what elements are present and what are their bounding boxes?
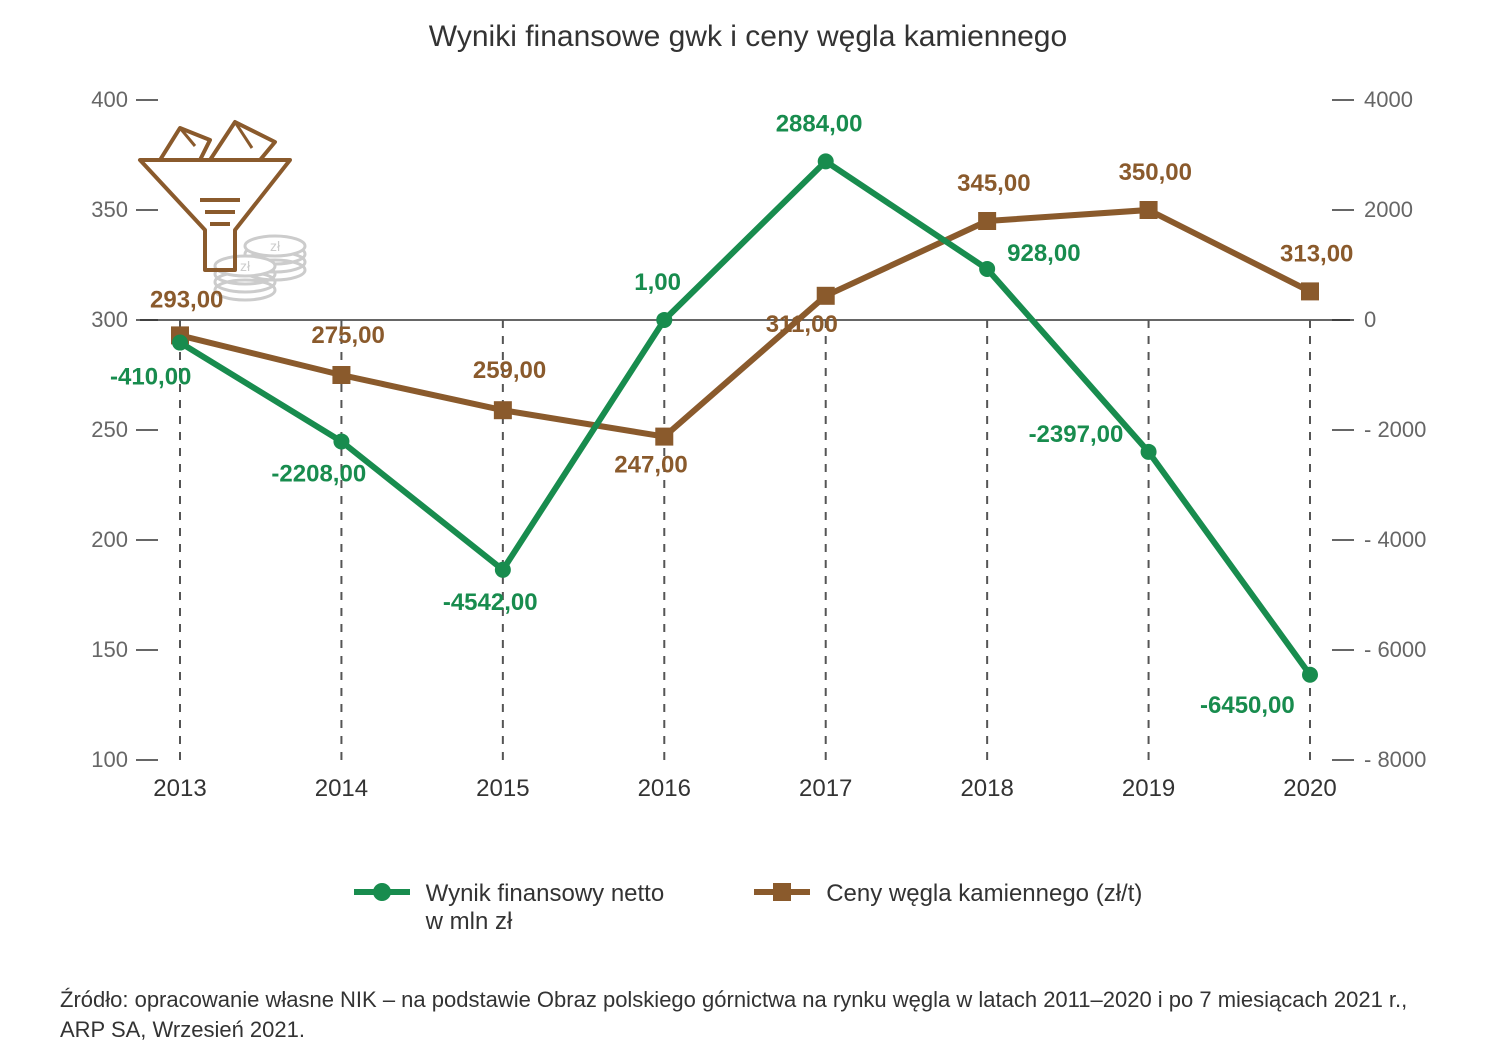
svg-text:zł: zł xyxy=(270,238,281,254)
value-label-wynik: 928,00 xyxy=(1007,240,1080,267)
value-label-ceny: 259,00 xyxy=(473,357,546,384)
legend-swatch-wynik xyxy=(354,880,410,904)
legend-label-ceny: Ceny węgla kamiennego (zł/t) xyxy=(826,880,1142,908)
svg-text:4000: 4000 xyxy=(1364,87,1413,112)
marker-ceny xyxy=(1301,282,1319,300)
legend-item-wynik: Wynik finansowy nettow mln zł xyxy=(354,880,665,936)
svg-text:250: 250 xyxy=(91,417,128,442)
marker-wynik xyxy=(495,562,511,578)
series-line-wynik xyxy=(180,161,1310,674)
marker-ceny xyxy=(978,212,996,230)
svg-text:2000: 2000 xyxy=(1364,197,1413,222)
marker-wynik xyxy=(333,433,349,449)
svg-text:200: 200 xyxy=(91,527,128,552)
value-label-ceny: 345,00 xyxy=(957,170,1030,197)
value-label-wynik: -6450,00 xyxy=(1200,692,1295,719)
svg-text:2018: 2018 xyxy=(960,775,1013,802)
marker-ceny xyxy=(1140,201,1158,219)
svg-text:2020: 2020 xyxy=(1283,775,1336,802)
marker-wynik xyxy=(1302,667,1318,683)
svg-text:150: 150 xyxy=(91,637,128,662)
marker-ceny xyxy=(494,401,512,419)
value-label-ceny: 311,00 xyxy=(766,311,838,338)
value-label-wynik: 2884,00 xyxy=(776,110,863,137)
marker-wynik xyxy=(656,312,672,328)
legend: Wynik finansowy nettow mln zł Ceny węgla … xyxy=(0,880,1496,936)
svg-text:- 4000: - 4000 xyxy=(1364,527,1426,552)
marker-ceny xyxy=(655,428,673,446)
svg-text:2014: 2014 xyxy=(315,775,368,802)
value-label-wynik: -2208,00 xyxy=(271,460,366,487)
marker-wynik xyxy=(818,153,834,169)
svg-text:2017: 2017 xyxy=(799,775,852,802)
value-label-ceny: 293,00 xyxy=(150,286,223,313)
svg-text:2013: 2013 xyxy=(153,775,206,802)
value-label-ceny: 313,00 xyxy=(1280,240,1353,267)
svg-text:zł: zł xyxy=(240,258,251,274)
value-label-wynik: -4542,00 xyxy=(443,589,538,616)
marker-wynik xyxy=(979,261,995,277)
svg-text:- 2000: - 2000 xyxy=(1364,417,1426,442)
svg-text:300: 300 xyxy=(91,307,128,332)
chart-area: 100 150 200 250 300 350 400 - 8000 - 6000 - 4000 -… xyxy=(60,80,1436,850)
marker-ceny xyxy=(817,287,835,305)
svg-text:2016: 2016 xyxy=(638,775,691,802)
chart-title: Wyniki finansowe gwk i ceny węgla kamien… xyxy=(0,0,1496,54)
svg-text:- 6000: - 6000 xyxy=(1364,637,1426,662)
svg-text:0: 0 xyxy=(1364,307,1376,332)
value-label-wynik: -410,00 xyxy=(110,364,191,391)
legend-swatch-ceny xyxy=(754,880,810,904)
svg-text:350: 350 xyxy=(91,197,128,222)
svg-text:100: 100 xyxy=(91,747,128,772)
value-label-ceny: 247,00 xyxy=(614,452,687,479)
value-label-wynik: 1,00 xyxy=(634,269,681,296)
svg-text:2019: 2019 xyxy=(1122,775,1175,802)
value-label-ceny: 275,00 xyxy=(311,322,384,349)
svg-text:2015: 2015 xyxy=(476,775,529,802)
marker-wynik xyxy=(1141,444,1157,460)
source-text: Źródło: opracowanie własne NIK – na pods… xyxy=(60,985,1436,1044)
value-label-wynik: -2397,00 xyxy=(1029,421,1124,448)
chart-svg: 100 150 200 250 300 350 400 - 8000 - 6000 - 4000 -… xyxy=(60,80,1436,850)
coal-price-icon: zł zł xyxy=(140,122,305,300)
svg-text:- 8000: - 8000 xyxy=(1364,747,1426,772)
marker-ceny xyxy=(332,366,350,384)
legend-label-wynik: Wynik finansowy nettow mln zł xyxy=(426,880,665,936)
svg-text:400: 400 xyxy=(91,87,128,112)
marker-wynik xyxy=(172,335,188,351)
legend-item-ceny: Ceny węgla kamiennego (zł/t) xyxy=(754,880,1142,936)
value-label-ceny: 350,00 xyxy=(1119,159,1192,186)
